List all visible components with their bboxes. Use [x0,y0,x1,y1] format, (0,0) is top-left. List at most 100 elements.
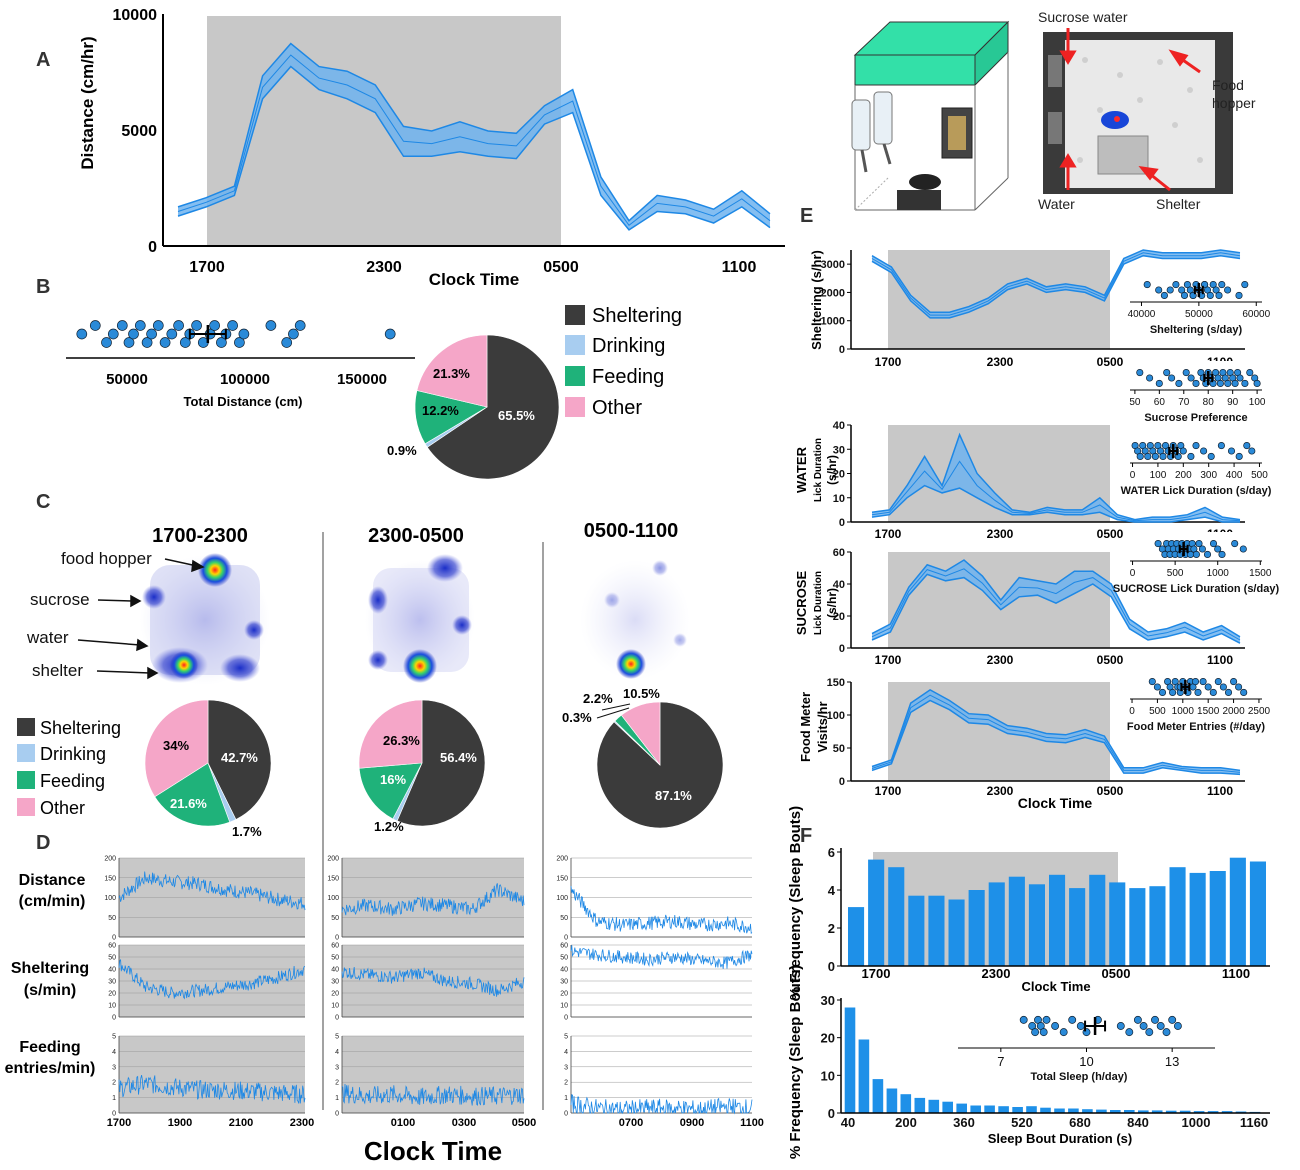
bar [1149,886,1166,966]
mean-line [177,54,771,227]
pie-slice-other [144,699,209,798]
x-tick-label: 1100 [740,1117,764,1129]
x-tick-label: 0700 [619,1117,643,1129]
y-tick-label: 10 [821,1068,835,1083]
panel-letter-f: F [800,825,812,847]
panel-letter-b: B [36,276,50,298]
inset-data-point [1224,379,1232,387]
data-point [159,337,171,348]
data-point [384,328,396,340]
data-point [134,320,146,331]
bar [970,1105,981,1113]
dark-period-shade [888,250,1110,349]
inset-background [1124,532,1270,584]
bar [1054,1108,1065,1113]
bar [1040,1107,1051,1113]
x-tick-label: 1700 [875,527,902,541]
pie-label-other: 21.3% [433,366,470,381]
x-tick-label: 2300 [987,355,1014,369]
y-tick-label: 40 [108,967,116,974]
mean-line [871,694,1241,773]
inset-data-point [1162,1028,1171,1037]
band-upper-line [177,42,771,222]
y-tick-label: 6 [828,845,835,860]
y-axis-label: Food Meter [798,692,813,762]
legend-label: Sheltering [592,305,682,327]
panel-c: 1700-2300 2300-0500 0500-1100 [17,520,724,1110]
bar [886,1088,898,1113]
y-axis-label: % Frequency (Sleep Bouts) [787,965,804,1159]
data-point [101,337,112,348]
bar [914,1097,926,1113]
inset-tick-label: 300 [1200,470,1217,481]
y-tick-label: 3 [564,1064,568,1071]
bar [908,895,925,966]
inset-data-point [1235,683,1243,691]
data-point [166,328,178,340]
inset-tick-label: 400 [1226,470,1243,481]
pie-label-feeding: 12.2% [422,403,459,418]
y-axis-label: Lick Duration [813,438,824,502]
band-lower-line [871,484,1240,523]
inset-data-point [1148,678,1156,686]
inset-data-point [1191,678,1200,686]
y-tick-label: 100 [104,895,116,902]
inset-axis-label: Sheltering (s/day) [1150,324,1243,336]
y-tick-label: 30 [108,979,116,986]
x-tick-label: 1160 [1240,1115,1268,1130]
y-tick-label: 10000 [113,7,158,24]
inset-data-point [1214,545,1222,553]
inset-data-point [1059,1028,1068,1037]
pie-label-drinking: 0.3% [562,710,592,725]
inset-data-point [1082,1028,1091,1037]
inset-tick-label: 100 [1150,470,1167,481]
cage-photo: Sucrose water Food hopper Water Shelter [1038,9,1256,212]
inset-tick-label: 80 [1203,397,1215,408]
heatmap-1700-2300 [140,553,270,685]
inset-data-point [1241,379,1249,387]
x-tick-label: 0500 [1097,784,1124,798]
inset-data-point [1231,540,1239,548]
y-tick-label: 0 [112,1015,116,1022]
legend-swatch-sheltering [565,305,585,325]
x-tick-label: 2100 [229,1117,253,1129]
inset-data-point [1218,281,1226,289]
y-tick-label: 0 [335,1015,339,1022]
bar [928,895,945,966]
inset-data-point [1155,286,1163,294]
inset-data-point [1215,291,1223,299]
data-point [216,337,227,348]
panel-b-pie [414,334,560,480]
bar [1026,1106,1037,1113]
inset-data-point [1209,688,1217,696]
inset-data-point [1203,286,1212,294]
y-tick-label: 4 [335,1049,339,1056]
inset-data-point [1207,452,1215,460]
x-tick-label: 360 [953,1115,975,1130]
bar [948,899,965,966]
inset-data-point [1051,1022,1060,1030]
y-axis-label: (s/hr) [825,455,839,485]
y-tick-label: 0 [112,1111,116,1118]
data-point [173,320,184,331]
y-tick-label: 3 [335,1064,339,1071]
y-tick-label: 4 [828,883,836,898]
y-tick-label: 2 [828,921,835,936]
y-tick-label: 20 [331,991,339,998]
x-tick-label: 0500 [1097,355,1124,369]
y-tick-label: 0 [828,1106,835,1121]
legend-label: Other [40,798,85,818]
pie-label-feeding: 2.2% [583,691,613,706]
bar [1096,1109,1107,1113]
legend-label: Drinking [592,335,665,357]
y-tick-label: 2 [564,1080,568,1087]
bar [858,1039,870,1113]
y-axis-label: Distance (cm/hr) [78,36,97,169]
pie-slice-sheltering [396,699,486,827]
bar [1012,1107,1023,1113]
inset-data-point [1224,688,1233,696]
y-tick-label: 0 [112,935,116,942]
x-tick-label: 1700 [862,966,891,981]
inset-data-point [1133,1015,1142,1024]
